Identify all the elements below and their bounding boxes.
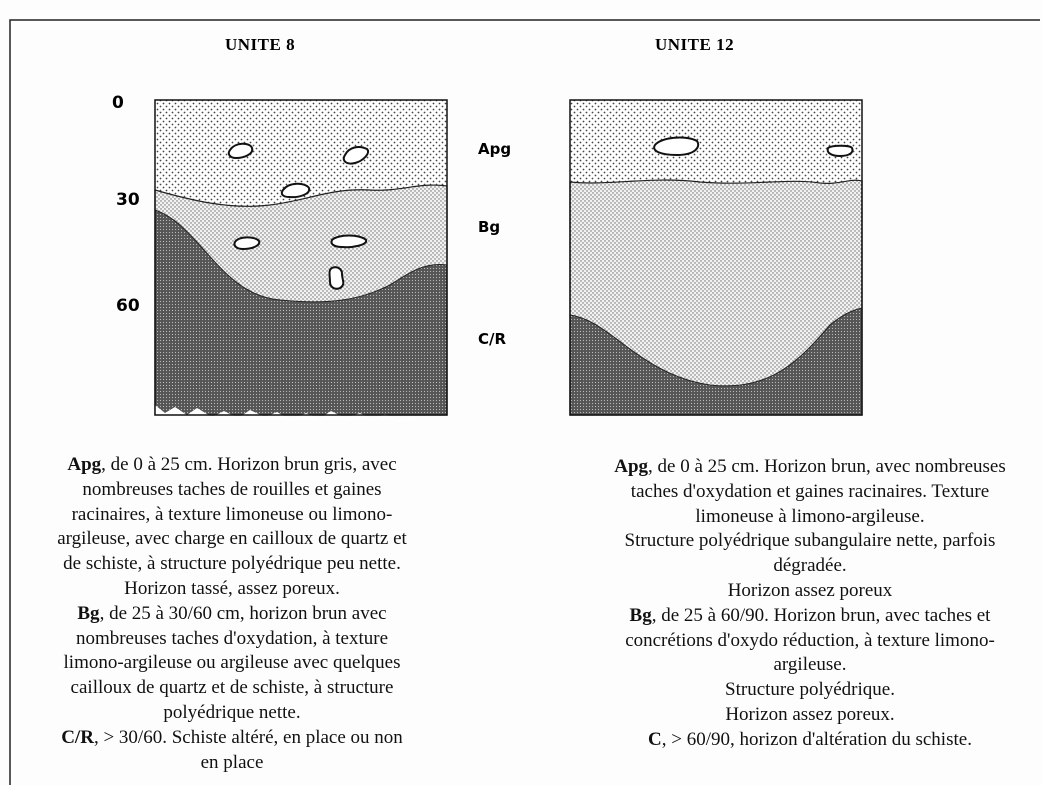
description-line: cailloux de quartz et de schiste, à stru… [57,676,407,701]
description-line: C/R, > 30/60. Schiste altéré, en place o… [57,726,407,751]
description-line: Apg, de 0 à 25 cm. Horizon brun, avec no… [614,455,1006,480]
description-line: Structure polyédrique subangulaire nette… [614,529,1006,554]
description: Apg, de 0 à 25 cm. Horizon brun, avec no… [614,455,1006,753]
unit-title: UNITE 8 [225,35,296,54]
description-text: , de 0 à 25 cm. Horizon brun, avec nombr… [648,456,1006,477]
description-line: C, > 60/90, horizon d'altération du schi… [614,728,1006,753]
description-line: Apg, de 0 à 25 cm. Horizon brun gris, av… [57,453,407,478]
description-line: concrétions d'oxydo réduction, à texture… [614,629,1006,654]
profile-unit-8 [154,99,448,422]
horizon-name: Bg [77,602,100,624]
description-text: concrétions d'oxydo réduction, à texture… [625,629,995,651]
description-text: nombreuses taches de rouilles et gaines [82,478,382,500]
description-text: Horizon tassé, assez poreux. [124,577,340,599]
description-line: limono-argileuse ou argileuse avec quelq… [57,651,407,676]
description-line: nombreuses taches d'oxydation, à texture [57,627,407,652]
description-text: limono-argileuse ou argileuse avec quelq… [63,652,401,674]
unit-title: UNITE 12 [655,35,735,54]
description-line: Horizon assez poreux. [614,703,1006,728]
description-text: dégradée. [773,555,847,577]
description-line: polyédrique nette. [57,701,407,726]
description-line: argileuse, avec charge en cailloux de qu… [57,527,407,552]
description-line: argileuse. [614,653,1006,678]
description-text: argileuse. [773,654,847,676]
horizon-label: Bg [478,218,501,236]
horizon-label: C/R [478,330,507,348]
frame [9,19,1040,785]
horizon-name: Apg [614,456,649,477]
depth-label: 60 [116,296,140,316]
description-text: cailloux de quartz et de schiste, à stru… [70,677,394,699]
description-text: , > 60/90, horizon d'altération du schis… [661,728,972,750]
description-text: , de 25 à 30/60 cm, horizon brun avec [99,602,387,624]
horizon-name: Apg [67,454,102,475]
description-line: Horizon assez poreux [614,579,1006,604]
horizon-name: C/R [61,726,94,748]
description-text: , de 25 à 60/90. Horizon brun, avec tach… [651,604,991,626]
description-text: Structure polyédrique subangulaire nette… [624,530,996,552]
profile-unit-12 [569,99,863,416]
depth-label: 0 [112,93,124,113]
description-line: Bg, de 25 à 30/60 cm, horizon brun avec [57,602,407,627]
description-text: de schiste, à structure polyédrique peu … [63,553,401,575]
description-line: en place [57,751,407,776]
description-line: Bg, de 25 à 60/90. Horizon brun, avec ta… [614,604,1006,629]
horizon-name: Bg [629,604,652,626]
description-text: racinaires, à texture limoneuse ou limon… [71,503,393,525]
horizon-name: C [648,728,662,750]
description-text: argileuse, avec charge en cailloux de qu… [57,528,407,550]
description-text: Horizon assez poreux. [725,703,895,725]
description-text: taches d'oxydation et gaines racinaires.… [630,480,990,502]
description-text: nombreuses taches d'oxydation, à texture [75,627,389,649]
description-line: limoneuse à limono-argileuse. [614,505,1006,530]
description-line: racinaires, à texture limoneuse ou limon… [57,503,407,528]
description-line: taches d'oxydation et gaines racinaires.… [614,480,1006,505]
description-line: de schiste, à structure polyédrique peu … [57,552,407,577]
description-line: nombreuses taches de rouilles et gaines [57,478,407,503]
description-text: Structure polyédrique. [725,679,895,701]
description-text: en place [200,751,264,773]
horizon-label: Apg [478,140,512,158]
description-line: Structure polyédrique. [614,678,1006,703]
description-text: , > 30/60. Schiste altéré, en place ou n… [93,726,403,748]
description-text: limoneuse à limono-argileuse. [695,505,925,527]
description: Apg, de 0 à 25 cm. Horizon brun gris, av… [57,453,407,775]
description-line: Horizon tassé, assez poreux. [57,577,407,602]
description-text: polyédrique nette. [163,701,301,723]
depth-label: 30 [116,190,140,210]
description-text: Horizon assez poreux [727,579,893,601]
description-line: dégradée. [614,554,1006,579]
description-text: , de 0 à 25 cm. Horizon brun gris, avec [101,454,397,475]
